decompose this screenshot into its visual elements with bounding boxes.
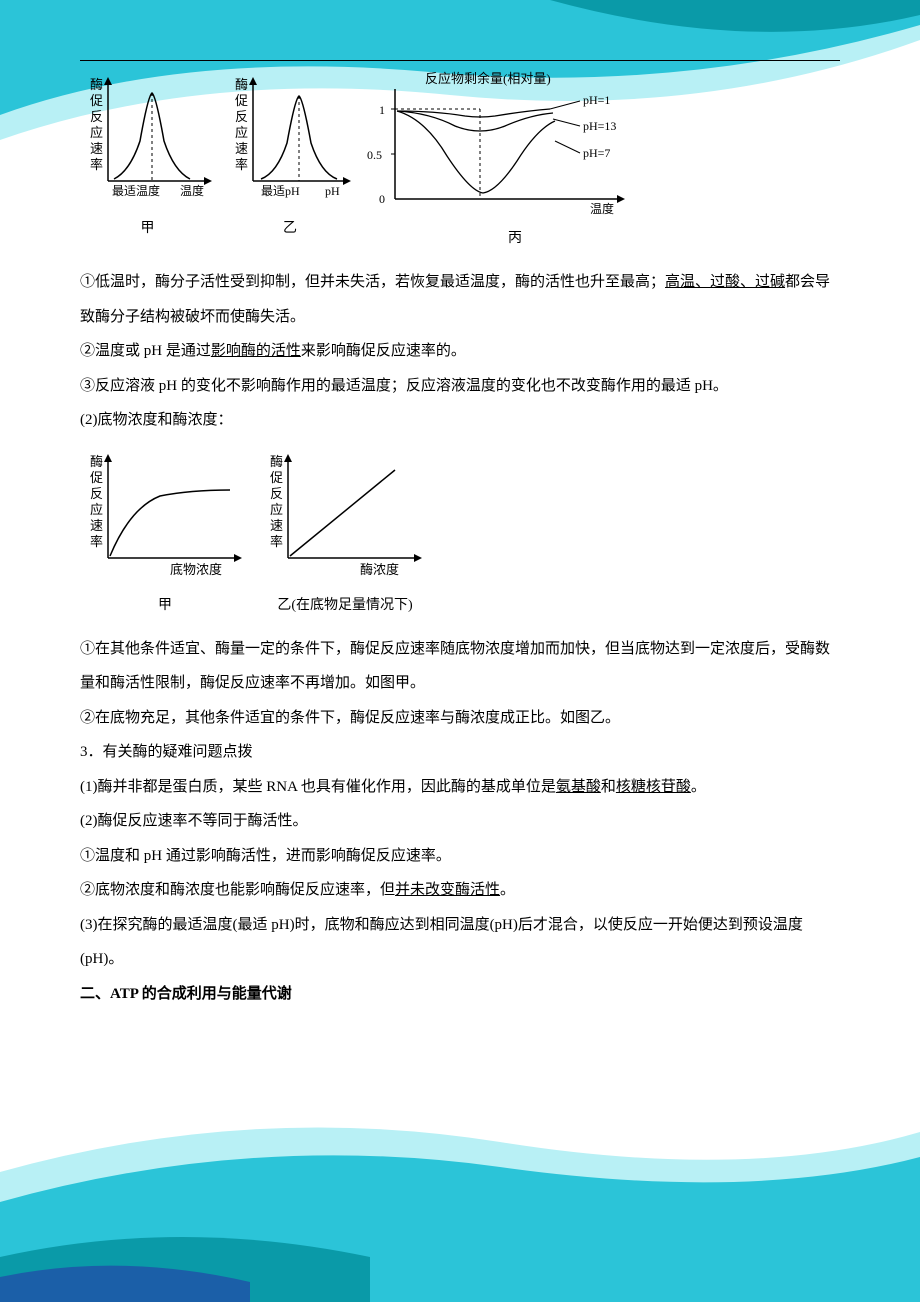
chart-enzyme-concentration: 酶 促 反 应 速 率 酶浓度 乙(在底物足量情况下) (260, 448, 430, 622)
chart-temperature-bell: 酶 促 反 应 速 率 最适温度 温度 甲 (80, 71, 215, 245)
svg-text:pH=13: pH=13 (583, 119, 616, 133)
top-rule (80, 60, 840, 61)
para-6: ②在底物充足，其他条件适宜的条件下，酶促反应速率与酶浓度成正比。如图乙。 (80, 701, 840, 736)
svg-text:反: 反 (90, 486, 103, 501)
para-1: ①低温时，酶分子活性受到抑制，但并未失活，若恢复最适温度，酶的活性也升至最高；高… (80, 265, 840, 334)
svg-text:率: 率 (270, 534, 283, 549)
svg-text:pH=1: pH=1 (583, 93, 610, 107)
svg-text:应: 应 (235, 125, 248, 140)
chart-row-2: 酶 促 反 应 速 率 底物浓度 甲 酶 促 反 应 速 (80, 448, 840, 622)
para-5: ①在其他条件适宜、酶量一定的条件下，酶促反应速率随底物浓度增加而加快，但当底物达… (80, 632, 840, 701)
svg-text:促: 促 (235, 93, 248, 108)
chart2-bottom-label: 乙 (283, 213, 297, 245)
chart4-bottom-label: 甲 (158, 590, 172, 622)
svg-text:反: 反 (90, 109, 103, 124)
svg-text:0.5: 0.5 (367, 148, 382, 162)
background-swoosh-bottom (0, 1082, 920, 1302)
chart-remaining-substrate: 反应物剩余量(相对量) 1 0.5 0 pH=1 pH=13 (365, 71, 665, 255)
svg-text:酶: 酶 (235, 77, 248, 92)
svg-text:促: 促 (90, 93, 103, 108)
document-content: 酶 促 反 应 速 率 最适温度 温度 甲 酶 促 反 (80, 60, 840, 1011)
para-4: (2)底物浓度和酶浓度： (80, 403, 840, 438)
svg-text:1: 1 (379, 103, 385, 117)
svg-text:pH: pH (325, 184, 340, 198)
chart1-bottom-label: 甲 (141, 213, 155, 245)
svg-text:应: 应 (90, 502, 103, 517)
para-3: ③反应溶液 pH 的变化不影响酶作用的最适温度；反应溶液温度的变化也不改变酶作用… (80, 369, 840, 404)
svg-text:速: 速 (90, 518, 103, 533)
para-10: ①温度和 pH 通过影响酶活性，进而影响酶促反应速率。 (80, 839, 840, 874)
svg-text:速: 速 (270, 518, 283, 533)
svg-text:促: 促 (90, 470, 103, 485)
chart3-title: 反应物剩余量(相对量) (425, 71, 551, 86)
chart3-bottom-label: 丙 (508, 223, 522, 255)
svg-text:率: 率 (90, 157, 103, 172)
x-label-right: 温度 (180, 183, 204, 198)
svg-text:反: 反 (270, 486, 283, 501)
svg-text:应: 应 (90, 125, 103, 140)
svg-text:酶: 酶 (90, 454, 103, 469)
svg-text:应: 应 (270, 502, 283, 517)
para-8: (1)酶并非都是蛋白质，某些 RNA 也具有催化作用，因此酶的基成单位是氨基酸和… (80, 770, 840, 805)
svg-text:最适pH: 最适pH (261, 184, 300, 198)
svg-text:率: 率 (235, 157, 248, 172)
para-7: 3．有关酶的疑难问题点拨 (80, 735, 840, 770)
para-2: ②温度或 pH 是通过影响酶的活性来影响酶促反应速率的。 (80, 334, 840, 369)
svg-text:速: 速 (235, 141, 248, 156)
svg-text:酶浓度: 酶浓度 (360, 562, 399, 577)
chart-ph-bell: 酶 促 反 应 速 率 最适pH pH 乙 (225, 71, 355, 245)
svg-text:底物浓度: 底物浓度 (170, 562, 222, 577)
x-label-left: 最适温度 (112, 183, 160, 198)
svg-text:温度: 温度 (590, 201, 614, 216)
para-9: (2)酶促反应速率不等同于酶活性。 (80, 804, 840, 839)
svg-text:率: 率 (90, 534, 103, 549)
chart-substrate-concentration: 酶 促 反 应 速 率 底物浓度 甲 (80, 448, 250, 622)
svg-text:酶: 酶 (270, 454, 283, 469)
section-2-title: 二、ATP 的合成利用与能量代谢 (80, 977, 840, 1012)
chart-row-1: 酶 促 反 应 速 率 最适温度 温度 甲 酶 促 反 (80, 71, 840, 255)
para-11: ②底物浓度和酶浓度也能影响酶促反应速率，但并未改变酶活性。 (80, 873, 840, 908)
chart5-bottom-label: 乙(在底物足量情况下) (277, 590, 412, 622)
svg-text:0: 0 (379, 192, 385, 206)
svg-text:反: 反 (235, 109, 248, 124)
svg-text:酶: 酶 (90, 77, 103, 92)
svg-text:pH=7: pH=7 (583, 146, 610, 160)
para-12: (3)在探究酶的最适温度(最适 pH)时，底物和酶应达到相同温度(pH)后才混合… (80, 908, 840, 977)
svg-text:速: 速 (90, 141, 103, 156)
svg-text:促: 促 (270, 470, 283, 485)
